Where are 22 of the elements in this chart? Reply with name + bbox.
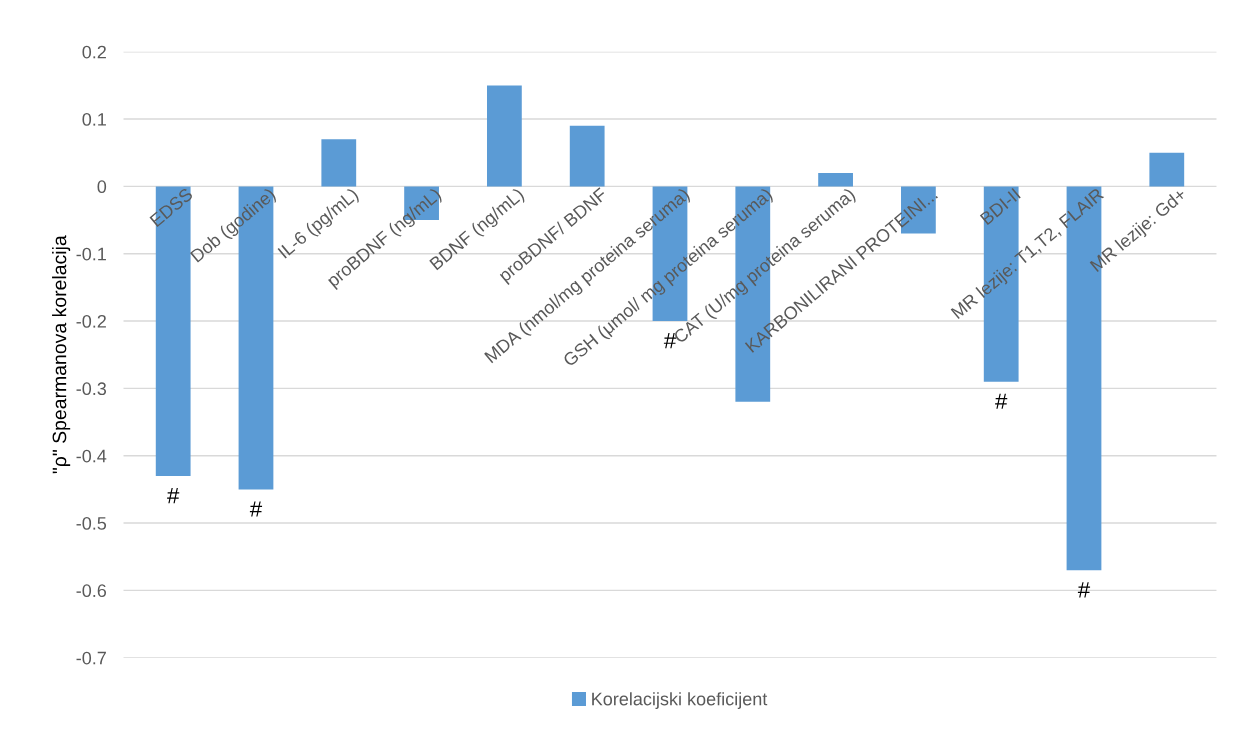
bar [818, 172, 853, 187]
y-tick-label: -0.5 [76, 516, 107, 530]
y-tick-label: -0.7 [76, 651, 106, 665]
annotation: # [1077, 582, 1091, 598]
bar [1149, 152, 1185, 187]
annotation: # [167, 487, 180, 504]
y-tick-label: -0.4 [76, 449, 107, 463]
y-tick-label: -0.1 [76, 247, 106, 261]
y-tick-label: -0.6 [76, 584, 107, 598]
y-axis-title: "ρ" Spearmanova korelacija [52, 235, 71, 474]
annotation: # [995, 393, 1008, 409]
y-tick-label: 0.2 [82, 45, 106, 59]
bar [321, 139, 357, 187]
bar [487, 85, 522, 187]
annotation: # [249, 501, 263, 517]
legend-label: Korelacijski koeficijent [592, 692, 768, 709]
y-tick-label: 0.1 [82, 113, 106, 126]
bar [569, 125, 605, 187]
annotation: # [663, 333, 677, 349]
y-tick-label: -0.2 [76, 314, 106, 328]
y-tick-label: 0 [97, 180, 107, 194]
y-tick-label: -0.3 [76, 382, 107, 396]
